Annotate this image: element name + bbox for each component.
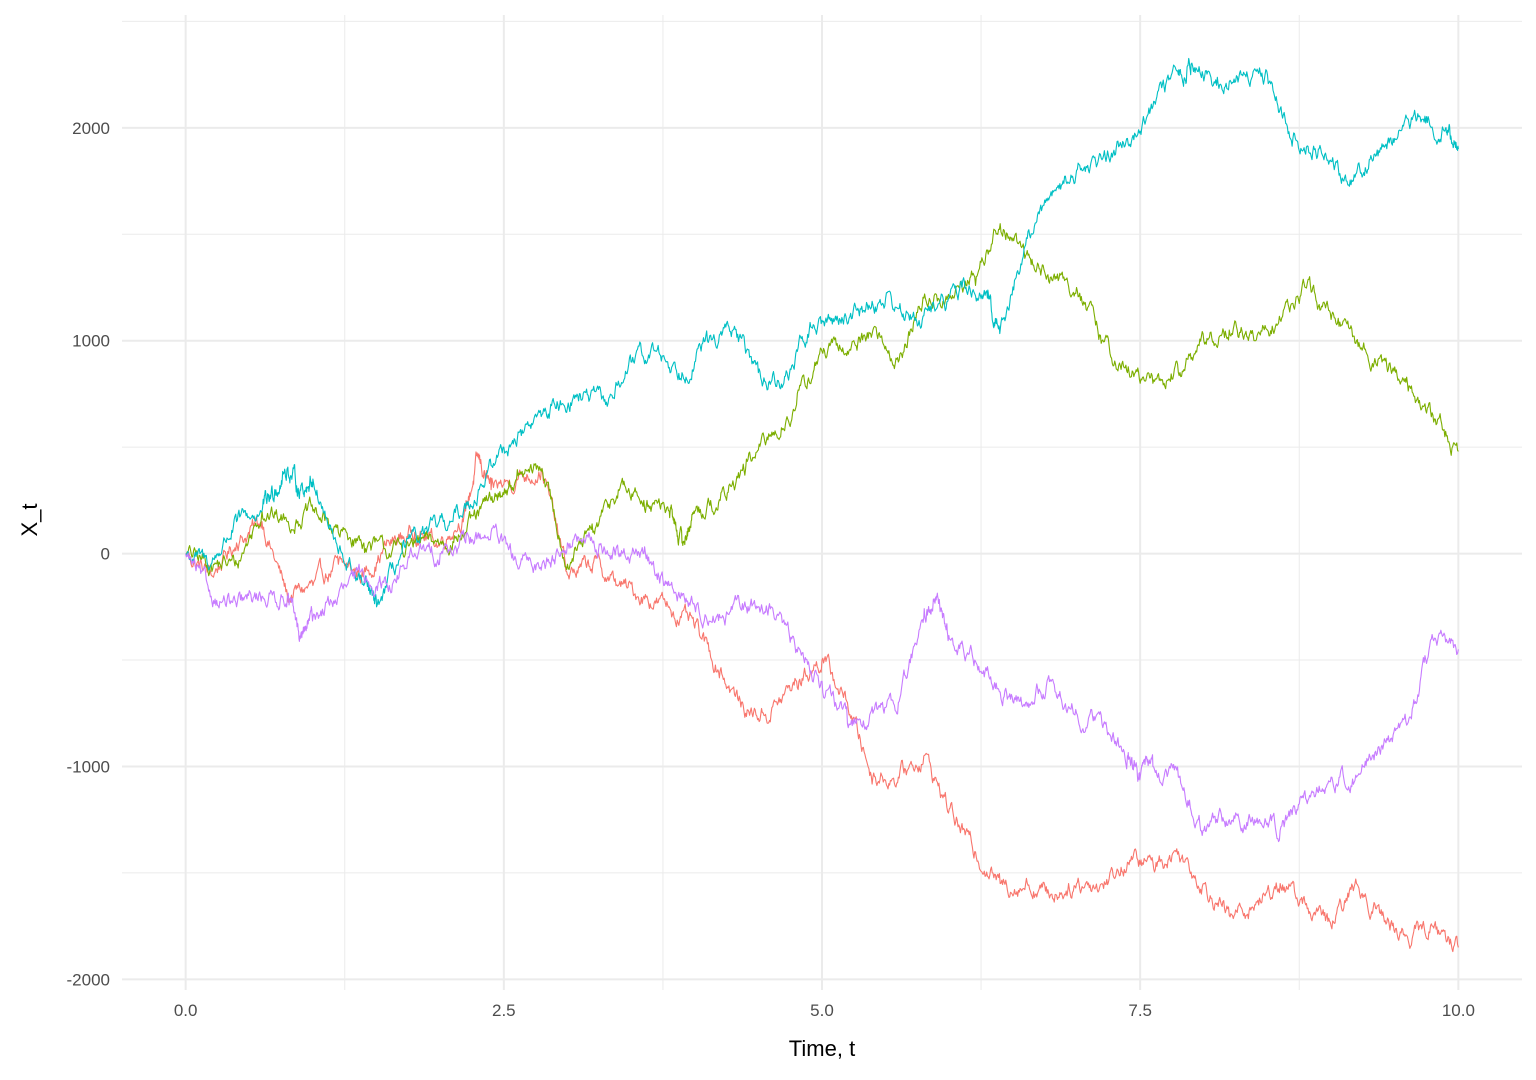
- x-tick-label: 5.0: [810, 1001, 834, 1020]
- x-tick-label: 0.0: [174, 1001, 198, 1020]
- x-axis-title: Time, t: [789, 1036, 855, 1061]
- series-4-line: [185, 523, 1459, 843]
- y-tick-label: -1000: [67, 757, 110, 776]
- x-tick-label: 10.0: [1442, 1001, 1475, 1020]
- y-tick-label: 1000: [72, 332, 110, 351]
- y-axis-title: X_t: [17, 503, 42, 536]
- y-tick-label: 2000: [72, 119, 110, 138]
- series-1-line: [185, 451, 1459, 953]
- series-lines: [185, 57, 1459, 953]
- x-tick-label: 2.5: [492, 1001, 516, 1020]
- y-tick-label: -2000: [67, 970, 110, 989]
- grid-lines: [122, 15, 1522, 990]
- tick-labels: 0.0 2.5 5.0 7.5 10.0 -2000 -1000 0 1000 2000: [67, 119, 1475, 1020]
- series-3-line: [185, 57, 1459, 608]
- x-tick-label: 7.5: [1128, 1001, 1152, 1020]
- y-tick-label: 0: [101, 545, 110, 564]
